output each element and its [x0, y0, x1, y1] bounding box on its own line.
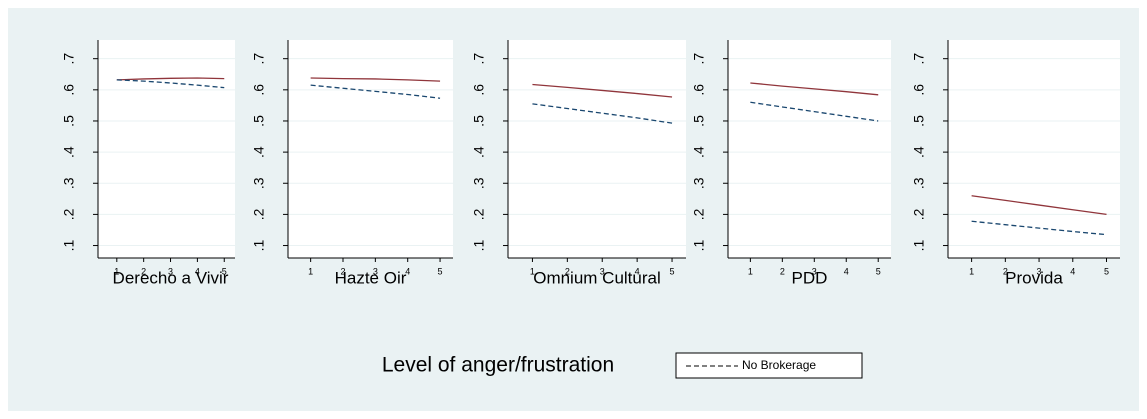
y-tick-label: .7 [251, 53, 267, 65]
y-tick-label: .4 [911, 146, 927, 158]
y-tick-label: .2 [61, 208, 77, 220]
x-tick-label: 3 [600, 266, 605, 276]
y-tick-label: .3 [61, 177, 77, 189]
x-axis-label: Level of anger/frustration [382, 354, 614, 377]
y-tick-label: .5 [251, 115, 267, 127]
y-tick-label: .1 [471, 239, 487, 251]
y-tick-label: .3 [251, 177, 267, 189]
x-tick-label: 1 [748, 266, 753, 276]
x-tick-label: 5 [222, 266, 227, 276]
x-tick-label: 4 [635, 266, 640, 276]
x-tick-label: 4 [405, 266, 410, 276]
x-tick-label: 4 [1070, 266, 1075, 276]
y-tick-label: .2 [911, 208, 927, 220]
y-tick-label: .3 [911, 177, 927, 189]
plot-area [948, 40, 1120, 258]
y-tick-label: .5 [471, 115, 487, 127]
line [116, 79, 225, 89]
x-tick-label: 3 [168, 266, 173, 276]
line [310, 84, 441, 99]
panel-title: Provida [1005, 268, 1063, 287]
y-tick-label: .6 [61, 84, 77, 96]
plot-area [728, 40, 891, 258]
panel-title: Hazte Oir [335, 268, 407, 287]
y-tick-label: .2 [691, 208, 707, 220]
y-tick-label: .5 [61, 115, 77, 127]
line [532, 83, 673, 98]
y-tick-label: .5 [911, 115, 927, 127]
plot-area [288, 40, 453, 258]
x-tick-label: 3 [812, 266, 817, 276]
y-tick-label: .1 [911, 239, 927, 251]
line [750, 101, 879, 122]
y-tick-label: .2 [471, 208, 487, 220]
y-tick-label: .4 [471, 146, 487, 158]
line [116, 77, 225, 81]
y-tick-label: .7 [691, 53, 707, 65]
y-tick-label: .4 [251, 146, 267, 158]
panel-title: PDD [792, 268, 828, 287]
y-tick-label: .6 [471, 84, 487, 96]
x-tick-label: 4 [844, 266, 849, 276]
y-tick-label: .4 [61, 146, 77, 158]
line [750, 82, 879, 96]
y-tick-label: .6 [691, 84, 707, 96]
line [310, 77, 441, 82]
x-tick-label: 5 [670, 266, 675, 276]
y-tick-label: .7 [471, 53, 487, 65]
y-tick-label: .2 [251, 208, 267, 220]
y-tick-label: .3 [471, 177, 487, 189]
line [971, 220, 1107, 236]
x-tick-label: 5 [876, 266, 881, 276]
x-tick-label: 4 [195, 266, 200, 276]
x-tick-label: 2 [1003, 266, 1008, 276]
y-tick-label: .5 [691, 115, 707, 127]
line [971, 195, 1107, 216]
y-tick-label: .3 [691, 177, 707, 189]
plot-area [98, 40, 235, 258]
plot-area [508, 40, 686, 258]
x-tick-label: 5 [1104, 266, 1109, 276]
y-tick-label: .7 [911, 53, 927, 65]
y-tick-label: .6 [251, 84, 267, 96]
panel-title: Derecho a Vivir [113, 268, 229, 287]
x-tick-label: 2 [565, 266, 570, 276]
x-tick-label: 3 [1037, 266, 1042, 276]
y-tick-label: .1 [691, 239, 707, 251]
x-tick-label: 1 [308, 266, 313, 276]
x-tick-label: 2 [780, 266, 785, 276]
x-tick-label: 1 [114, 266, 119, 276]
x-tick-label: 2 [141, 266, 146, 276]
y-tick-label: .4 [691, 146, 707, 158]
y-tick-label: .1 [61, 239, 77, 251]
x-tick-label: 1 [969, 266, 974, 276]
x-tick-label: 2 [340, 266, 345, 276]
y-tick-label: .7 [61, 53, 77, 65]
y-tick-label: .1 [251, 239, 267, 251]
x-tick-label: 5 [438, 266, 443, 276]
x-tick-label: 1 [530, 266, 535, 276]
legend-label: No Brokerage [742, 358, 816, 372]
y-tick-label: .6 [911, 84, 927, 96]
panel-title: Omnium Cultural [533, 268, 661, 287]
x-tick-label: 3 [373, 266, 378, 276]
